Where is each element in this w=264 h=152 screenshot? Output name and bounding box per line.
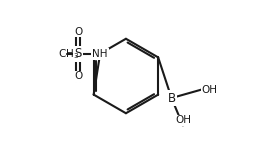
Text: B: B <box>167 92 176 105</box>
Text: S: S <box>74 47 82 60</box>
Text: OH: OH <box>201 85 217 95</box>
Text: OH: OH <box>175 115 191 125</box>
Text: CH$_3$: CH$_3$ <box>58 47 79 61</box>
Text: O: O <box>74 27 82 37</box>
Text: O: O <box>74 71 82 81</box>
Text: NH: NH <box>92 49 108 59</box>
